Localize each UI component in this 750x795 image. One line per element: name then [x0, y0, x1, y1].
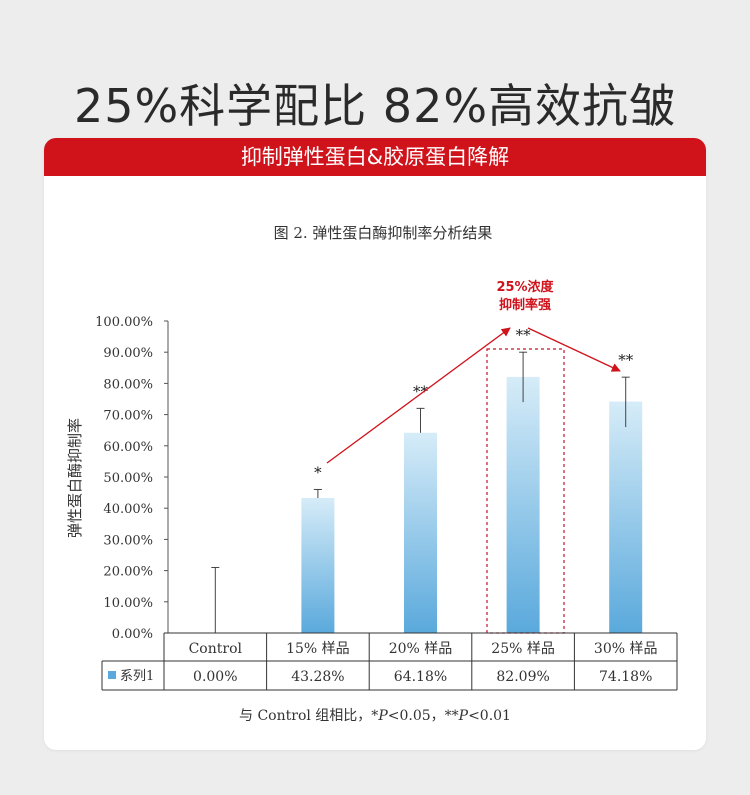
error-bars: [211, 351, 630, 633]
banner: 抑制弹性蛋白&胶原蛋白降解: [44, 138, 706, 176]
significance-marks: *******: [314, 326, 634, 481]
headline: 25%科学配比 82%高效抗皱: [73, 79, 677, 133]
y-tick-label: 40.00%: [103, 502, 153, 517]
significance-mark: *: [314, 463, 322, 481]
y-tick-label: 100.00%: [95, 315, 153, 330]
y-tick-label: 60.00%: [103, 440, 153, 455]
annotation-line2: 抑制率强: [499, 297, 551, 313]
legend-swatch: [108, 671, 116, 679]
y-tick-label: 30.00%: [103, 533, 153, 548]
bar: [506, 376, 540, 633]
trend-arrows: [326, 327, 621, 464]
category-label: 15% 样品: [286, 641, 350, 657]
bar: [609, 401, 643, 633]
y-tick-label: 10.00%: [103, 596, 153, 611]
trend-arrow-up: [326, 327, 511, 464]
significance-mark: **: [516, 326, 532, 344]
data-label: 0.00%: [193, 669, 237, 685]
bar: [301, 497, 335, 633]
y-tick-label: 90.00%: [103, 346, 153, 361]
y-tick-label: 70.00%: [103, 409, 153, 424]
y-axis-label: 弹性蛋白酶抑制率: [66, 418, 84, 538]
bar: [404, 432, 437, 633]
y-tick-label: 20.00%: [103, 565, 153, 580]
category-label: 25% 样品: [491, 641, 555, 657]
data-label: 74.18%: [599, 669, 652, 685]
category-label: 30% 样品: [594, 641, 658, 657]
category-label: 20% 样品: [389, 641, 453, 657]
chart-title: 图 2. 弹性蛋白酶抑制率分析结果: [274, 224, 493, 242]
footnote-prefix: 与 Control 组相比，*: [239, 708, 378, 724]
data-label: 82.09%: [496, 669, 549, 685]
y-tick-label: 50.00%: [103, 471, 153, 486]
chart-card: 抑制弹性蛋白&胶原蛋白降解: [44, 138, 706, 750]
y-axis: 0.00% 10.00% 20.00% 30.00% 40.00% 50.00% 60.00…: [95, 315, 169, 642]
significance-mark: **: [618, 351, 634, 369]
data-label: 64.18%: [394, 669, 447, 685]
footnote-p2: P: [458, 708, 469, 724]
footnote-mid: <0.05，**: [388, 708, 459, 724]
trend-arrow-down: [527, 327, 621, 372]
data-label: 43.28%: [291, 669, 344, 685]
legend-label: 系列1: [120, 669, 154, 684]
y-tick-label: 80.00%: [103, 377, 153, 392]
y-tick-label: 0.00%: [112, 627, 153, 642]
highlight-box: [486, 348, 565, 634]
footnote: 与 Control 组相比，*P<0.05，**P<0.01: [239, 708, 511, 724]
footnote-p1: P: [377, 708, 388, 724]
data-table: Control 0.00% 15% 样品 43.28% 20% 样品 64.18% 25% …: [101, 632, 678, 691]
category-label: Control: [189, 641, 243, 657]
annotation-line1: 25%浓度: [496, 279, 554, 295]
significance-mark: **: [413, 382, 429, 400]
bars: [301, 376, 643, 633]
footnote-suffix: <0.01: [468, 708, 511, 724]
